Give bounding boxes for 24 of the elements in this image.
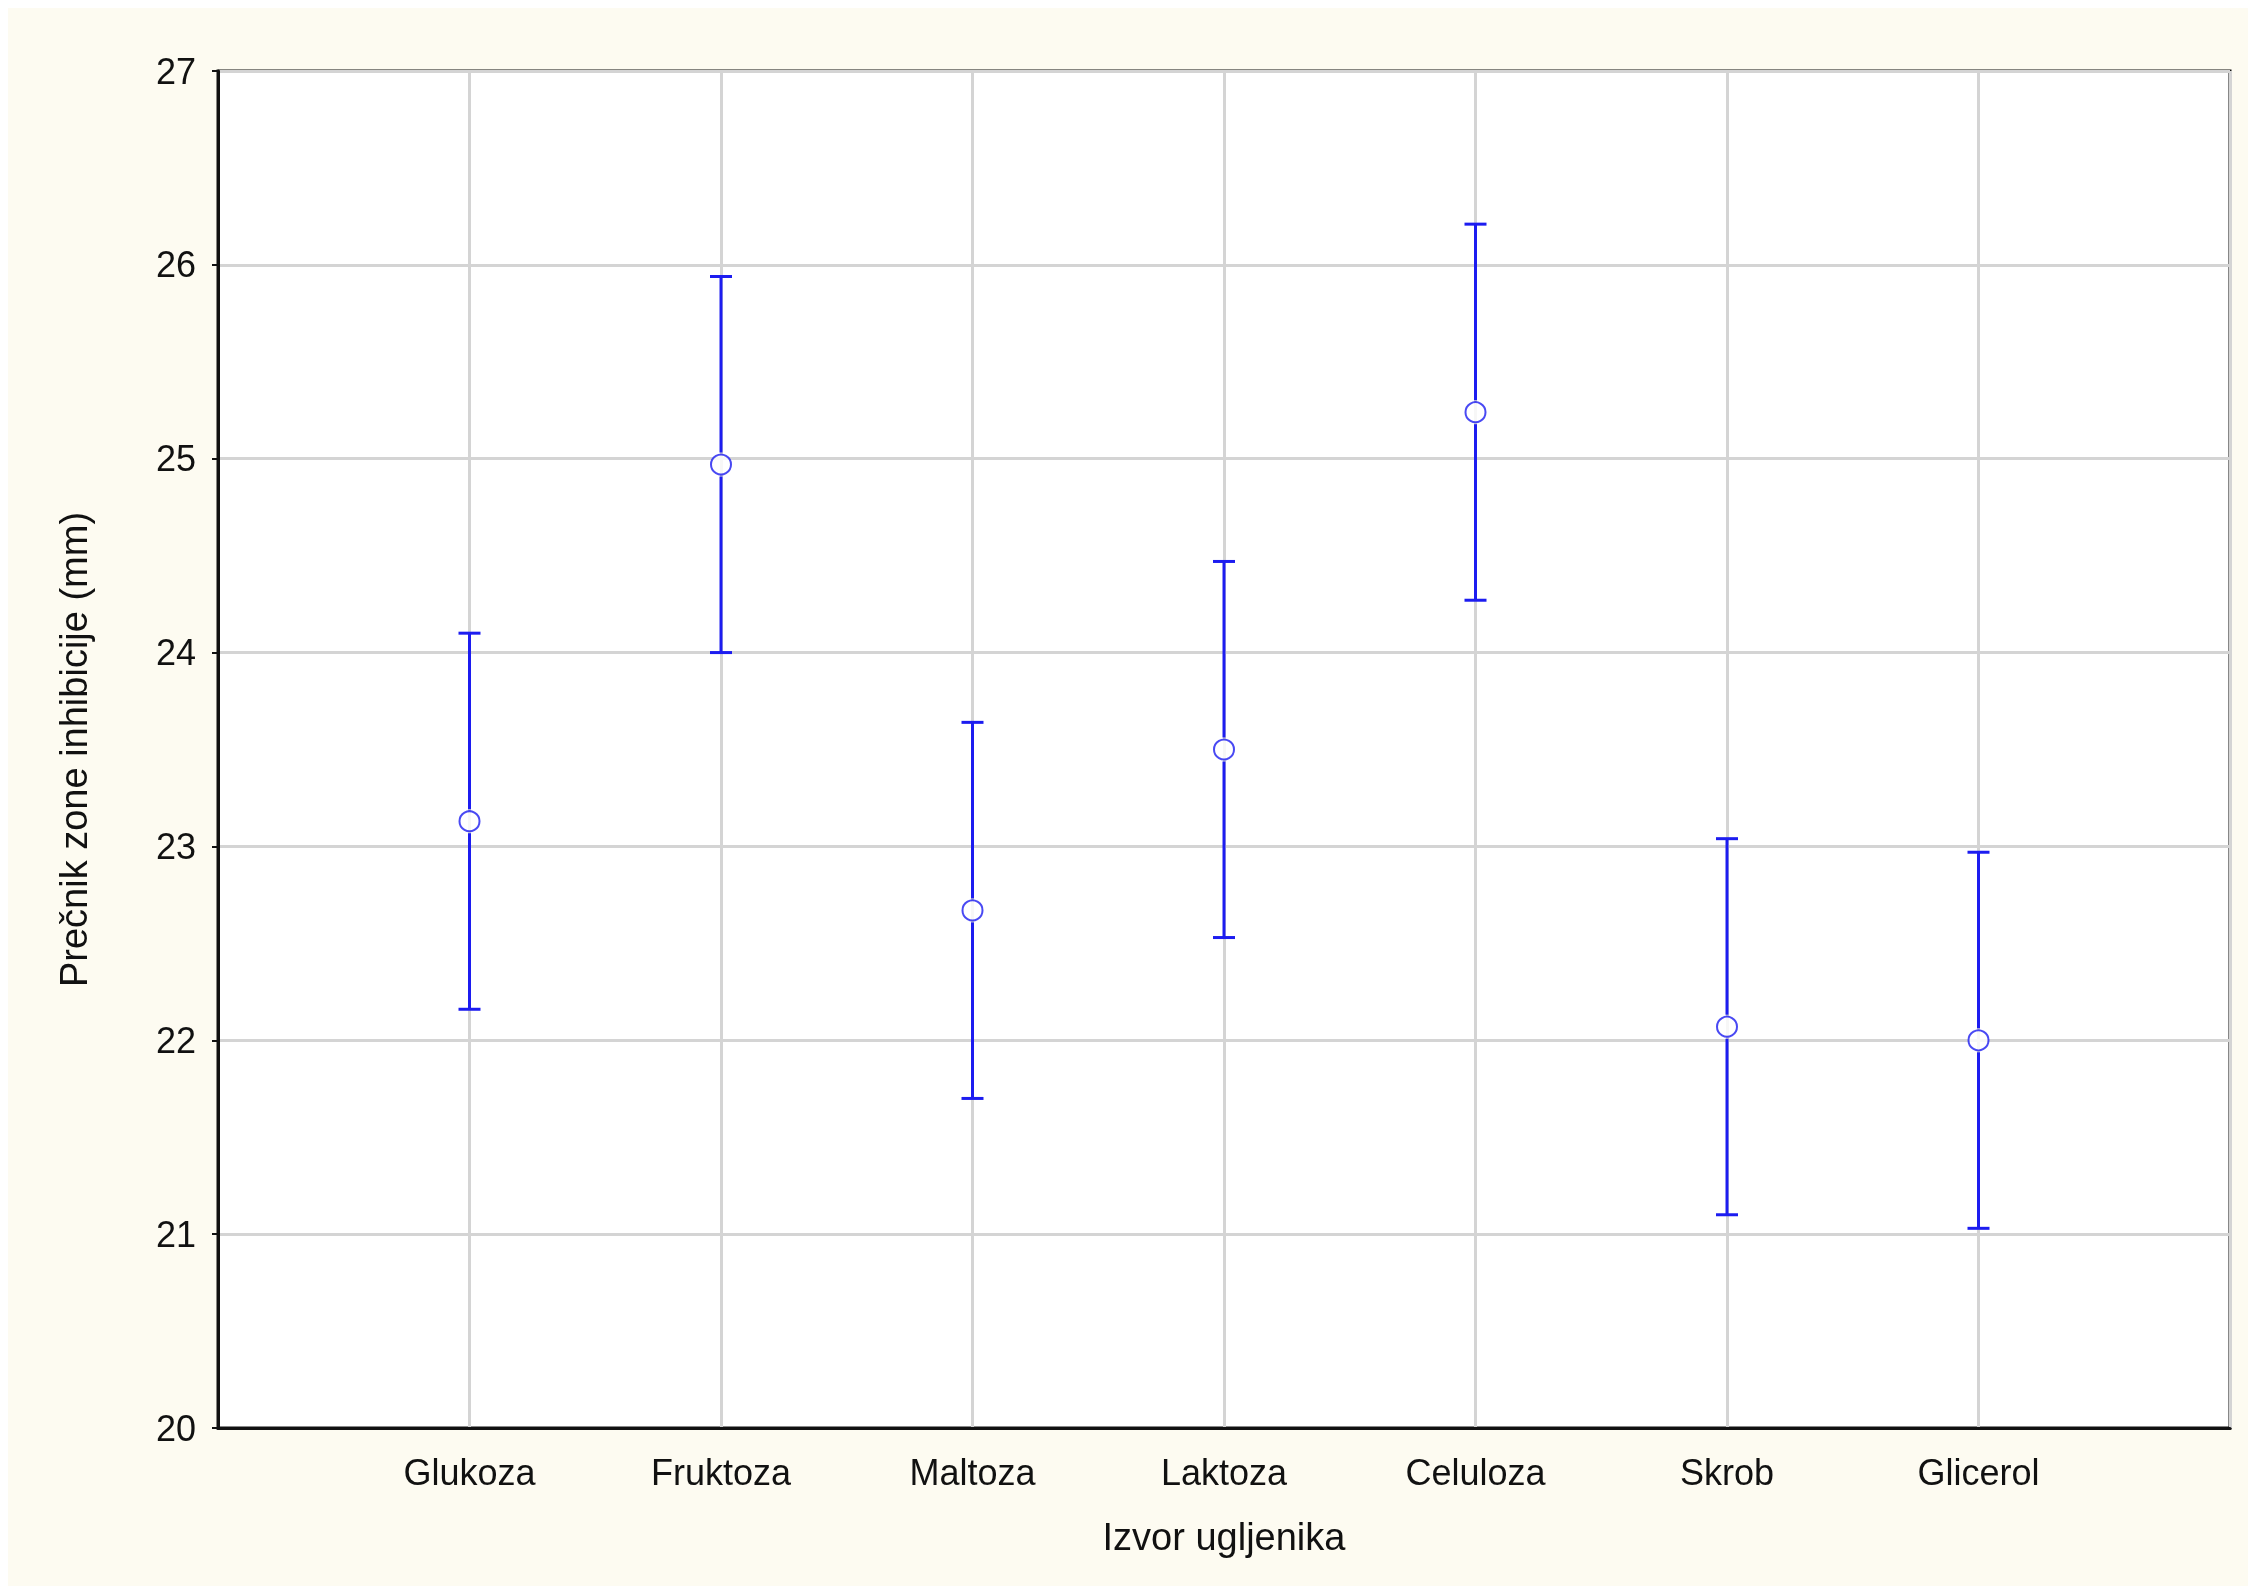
y-tick-label: 26 xyxy=(155,244,196,286)
x-tick-label: Laktoza xyxy=(1160,1451,1289,1493)
x-tick-label: Maltoza xyxy=(909,1451,1037,1493)
point xyxy=(1716,1015,1738,1038)
x-tick-label: Fruktoza xyxy=(650,1451,792,1493)
point xyxy=(1464,401,1487,424)
x-tick-label: Skrob xyxy=(1679,1451,1775,1493)
x-tick-label: Celuloza xyxy=(1405,1451,1547,1493)
y-tick-label: 21 xyxy=(155,1213,196,1255)
y-axis-title: Prečnik zone inhibicije (mm) xyxy=(53,511,95,988)
y-tick-label: 23 xyxy=(155,825,196,867)
point xyxy=(710,453,732,476)
point xyxy=(458,810,481,833)
y-tick-label: 27 xyxy=(155,50,196,92)
y-tick-label: 24 xyxy=(155,632,196,674)
point xyxy=(1213,738,1235,761)
point xyxy=(1967,1029,1990,1052)
y-tick-label: 20 xyxy=(155,1407,196,1449)
y-tick-label: 25 xyxy=(155,438,196,480)
y-tick-label: 22 xyxy=(155,1019,196,1061)
x-tick-label: Glukoza xyxy=(403,1451,537,1493)
x-axis-title: Izvor ugljenika xyxy=(1102,1516,1347,1558)
x-tick-label: Glicerol xyxy=(1917,1451,2040,1493)
point xyxy=(961,899,984,922)
